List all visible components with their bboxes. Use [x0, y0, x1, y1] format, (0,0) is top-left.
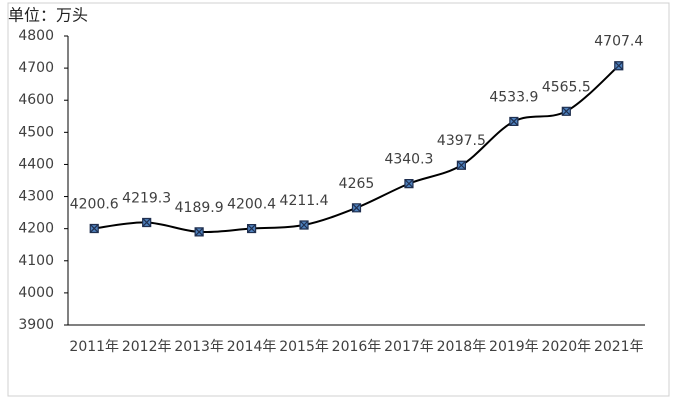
marker: [194, 227, 204, 237]
x-tick-label: 2013年: [174, 339, 224, 355]
data-label: 4200.4: [227, 197, 276, 213]
x-tick-label: 2016年: [332, 339, 382, 355]
x-tick-label: 2014年: [227, 339, 277, 355]
marker: [299, 220, 309, 230]
data-label: 4340.3: [384, 152, 433, 168]
marker: [404, 179, 414, 189]
marker: [89, 223, 99, 234]
data-label: 4533.9: [489, 89, 538, 105]
data-label: 4707.4: [594, 34, 643, 50]
x-tick-label: 2011年: [69, 339, 119, 355]
data-label: 4219.3: [122, 190, 171, 206]
y-tick-label: 4500: [18, 124, 54, 140]
marker: [614, 61, 624, 71]
data-label: 4265: [339, 176, 375, 192]
x-tick-label: 2019年: [489, 339, 539, 355]
x-tick-label: 2021年: [594, 339, 644, 355]
marker: [246, 223, 257, 234]
x-tick-label: 2012年: [122, 339, 172, 355]
y-tick-label: 4700: [18, 60, 54, 76]
marker: [142, 217, 152, 228]
data-label: 4189.9: [175, 200, 224, 216]
data-label: 4397.5: [437, 133, 486, 149]
data-label: 4200.6: [70, 196, 119, 212]
y-tick-label: 4100: [18, 253, 54, 269]
x-tick-label: 2017年: [384, 339, 434, 355]
y-tick-label: 4300: [18, 189, 54, 205]
x-tick-label: 2020年: [541, 339, 591, 355]
x-tick-label: 2015年: [279, 339, 329, 355]
y-tick-label: 4400: [18, 156, 54, 172]
marker: [561, 106, 571, 116]
unit-label: 单位：万头: [8, 6, 88, 25]
y-tick-label: 4800: [18, 28, 54, 44]
marker: [509, 116, 519, 127]
chart-border: [7, 2, 670, 397]
data-label: 4211.4: [280, 193, 329, 209]
y-tick-label: 3900: [18, 317, 54, 333]
marker: [351, 203, 362, 213]
y-tick-label: 4200: [18, 221, 54, 237]
y-tick-label: 4000: [18, 285, 54, 301]
x-tick-label: 2018年: [437, 339, 487, 355]
data-label: 4565.5: [542, 79, 591, 95]
y-tick-label: 4600: [18, 92, 54, 108]
marker: [456, 160, 467, 170]
